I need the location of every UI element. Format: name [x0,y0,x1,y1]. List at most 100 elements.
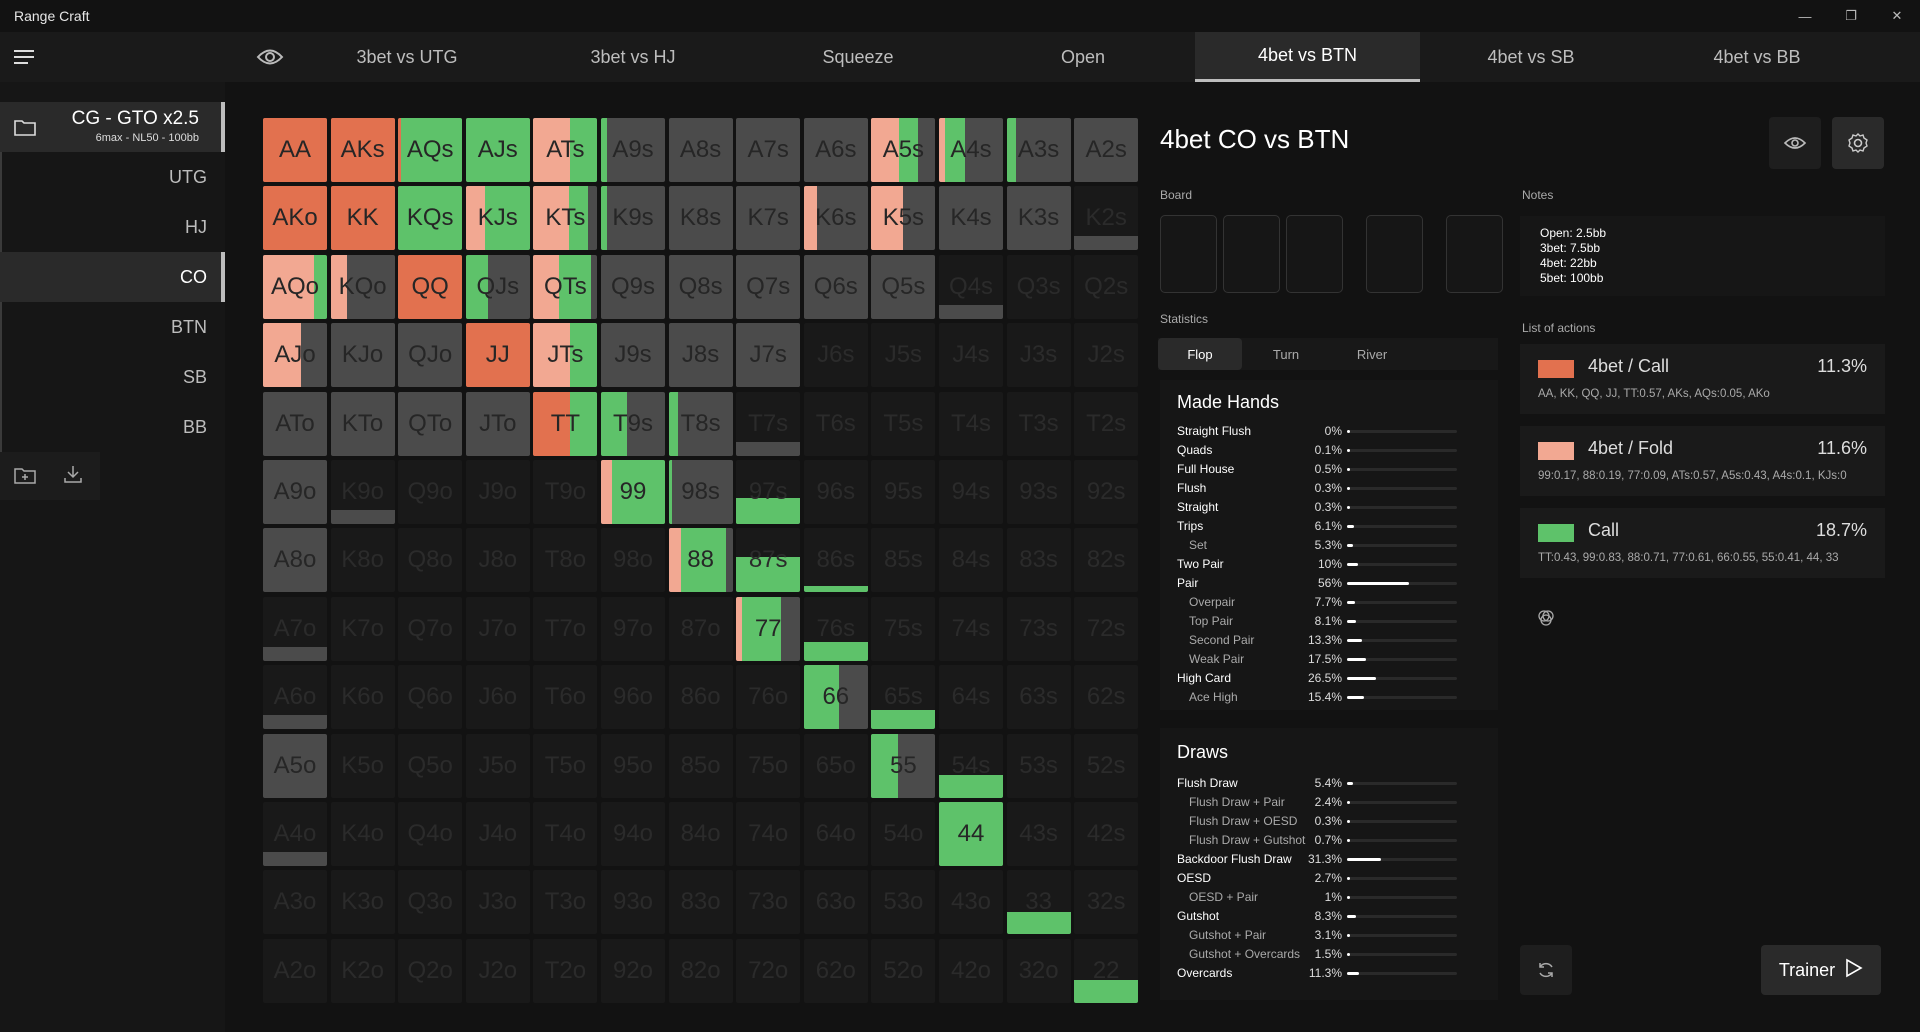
board-card-slot[interactable] [1223,215,1280,293]
hand-cell[interactable]: JTs [533,323,598,388]
hand-cell[interactable]: 72o [736,938,801,1003]
hand-cell[interactable]: KTs [533,186,598,251]
tab-4bet-vs-btn[interactable]: 4bet vs BTN [1195,32,1420,82]
hand-cell[interactable]: K6s [803,186,868,251]
hand-cell[interactable]: A2o [263,938,327,1003]
hand-cell[interactable]: J4o [465,802,530,866]
tab-4bet-vs-sb[interactable]: 4bet vs SB [1487,46,1575,67]
hand-cell[interactable]: 95o [601,733,665,798]
hand-cell[interactable]: 96o [601,665,665,730]
hand-cell[interactable]: Q6s [803,254,868,319]
hand-cell[interactable]: J9o [465,460,530,524]
hand-cell[interactable]: 85s [871,528,936,593]
hand-cell[interactable]: 93s [1006,460,1071,524]
hand-cell[interactable]: 87s [736,528,801,593]
add-folder-icon[interactable] [14,466,36,489]
hand-cell[interactable]: A6o [263,665,327,730]
hand-cell[interactable]: J8o [465,528,530,593]
hand-cell[interactable]: T6o [533,665,598,730]
hand-cell[interactable]: 75o [736,733,801,798]
board-card-slot[interactable] [1366,215,1423,293]
hand-cell[interactable]: 44 [939,802,1003,866]
hand-cell[interactable]: 82o [668,938,733,1003]
hand-cell[interactable]: K9o [330,460,395,524]
hand-cell[interactable]: K3o [330,870,395,935]
hand-cell[interactable]: AA [263,118,327,182]
hand-cell[interactable]: 73o [736,870,801,935]
hand-cell[interactable]: 66 [803,665,868,730]
hand-cell[interactable]: 75s [871,596,936,661]
hand-cell[interactable]: 87o [668,596,733,661]
hand-cell[interactable]: A8s [668,118,733,182]
tab-squeeze[interactable]: Squeeze [822,46,894,67]
hand-cell[interactable]: A9o [263,460,327,524]
hand-cell[interactable]: A5s [871,118,936,182]
hand-cell[interactable]: 92s [1074,460,1139,524]
hand-cell[interactable]: 98s [668,460,733,524]
settings-gear-icon[interactable] [1832,117,1884,169]
hand-cell[interactable]: K9s [601,186,665,251]
hand-cell[interactable]: K4s [939,186,1003,251]
action-item[interactable]: Call 18.7% TT:0.43, 99:0.83, 88:0.71, 77:0… [1520,508,1885,578]
hand-cell[interactable]: TT [533,391,598,456]
hand-cell[interactable]: AKs [330,118,395,182]
hand-cell[interactable]: T5s [871,391,936,456]
hand-cell[interactable]: KQs [398,186,463,251]
hand-cell[interactable]: T7s [736,391,801,456]
hand-cell[interactable]: J4s [939,323,1003,388]
hand-cell[interactable]: AKo [263,186,327,251]
hand-cell[interactable]: 74o [736,802,801,866]
hand-cell[interactable]: KQo [330,254,395,319]
position-utg[interactable]: UTG [169,166,207,187]
hand-cell[interactable]: T4s [939,391,1003,456]
hand-cell[interactable]: T3s [1006,391,1071,456]
hand-cell[interactable]: A5o [263,733,327,798]
hand-cell[interactable]: 64s [939,665,1003,730]
hand-cell[interactable]: Q3s [1006,254,1071,319]
action-item[interactable]: 4bet / Fold 11.6% 99:0.17, 88:0.19, 77:0.0… [1520,426,1885,496]
hand-cell[interactable]: K7s [736,186,801,251]
hand-cell[interactable]: KK [330,186,395,251]
hand-cell[interactable]: 77 [736,596,801,661]
hand-cell[interactable]: J6s [803,323,868,388]
board-card-slot[interactable] [1160,215,1217,293]
tab-turn[interactable]: Turn [1272,346,1300,362]
hand-cell[interactable]: J7o [465,596,530,661]
hand-cell[interactable]: A6s [803,118,868,182]
hand-cell[interactable]: AJo [263,323,327,388]
board-card-slot[interactable] [1286,215,1343,293]
hand-cell[interactable]: 42o [939,938,1003,1003]
hand-cell[interactable]: 96s [803,460,868,524]
hand-cell[interactable]: J2s [1074,323,1139,388]
hand-cell[interactable]: A3o [263,870,327,935]
hand-cell[interactable]: 76o [736,665,801,730]
hand-cell[interactable]: ATo [263,391,327,456]
position-co[interactable]: CO [0,252,225,302]
hand-cell[interactable]: T6s [803,391,868,456]
hand-cell[interactable]: 53s [1006,733,1071,798]
position-btn[interactable]: BTN [171,316,207,337]
hand-cell[interactable]: A4o [263,802,327,866]
hand-cell[interactable]: A3s [1006,118,1071,182]
hand-cell[interactable]: 53o [871,870,936,935]
hand-cell[interactable]: 63o [803,870,868,935]
hand-cell[interactable]: Q9o [398,460,463,524]
hand-cell[interactable]: 55 [871,733,936,798]
hand-cell[interactable]: KJs [465,186,530,251]
hand-cell[interactable]: K3s [1006,186,1071,251]
tab-3bet-vs-utg[interactable]: 3bet vs UTG [356,46,458,67]
maximize-icon[interactable]: ❐ [1845,8,1857,23]
hand-cell[interactable]: K5s [871,186,936,251]
hand-cell[interactable]: J5o [465,733,530,798]
hand-cell[interactable]: KTo [330,391,395,456]
hand-cell[interactable]: 54o [871,802,936,866]
minimize-icon[interactable]: — [1798,8,1812,24]
download-icon[interactable] [63,464,83,489]
hand-cell[interactable]: K8o [330,528,395,593]
hand-cell[interactable]: 84o [668,802,733,866]
hand-cell[interactable]: Q8o [398,528,463,593]
hand-cell[interactable]: T3o [533,870,598,935]
hand-cell[interactable]: 74s [939,596,1003,661]
hand-cell[interactable]: A7o [263,596,327,661]
hand-cell[interactable]: JJ [465,323,530,388]
